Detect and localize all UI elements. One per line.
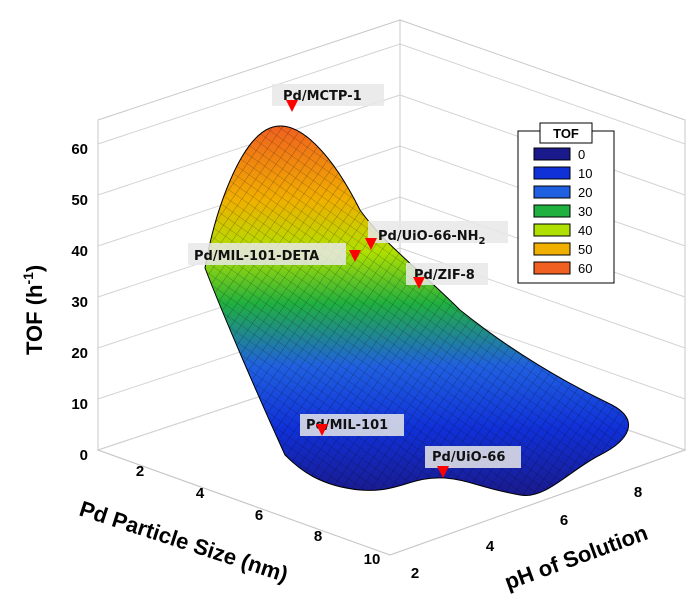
y-axis-ticks: 2 4 6 8 [411,484,642,582]
grid-line-z [97,94,401,196]
grid-line-z [97,43,401,145]
annotation-box [272,84,384,106]
legend-label: 50 [578,242,592,257]
surface [204,125,630,496]
z-tick-label: 60 [71,141,88,158]
annotation-label: Pd/ZIF-8 [414,268,475,283]
z-tick-label: 0 [80,447,88,464]
legend-label: 10 [578,166,592,181]
annotation-label: Pd/MCTP-1 [283,89,362,104]
annotation-marker [316,424,328,436]
annotation-label: Pd/UiO-66-NH2 [378,229,486,247]
x-tick-label: 8 [314,528,322,545]
z-tick-label: 20 [71,345,88,362]
y-tick-label: 6 [560,512,568,529]
z-tick-label: 50 [71,192,88,209]
legend: TOF 0 10 20 30 40 50 60 [517,122,615,284]
legend-swatch [533,185,571,199]
legend-swatch [533,242,571,256]
z-axis-title: TOF (h-1) [20,265,47,355]
x-tick-label: 6 [255,507,263,524]
z-tick-label: 40 [71,243,88,260]
y-tick-label: 8 [634,484,642,501]
box-edges [97,449,686,556]
annotation-box [406,263,488,285]
surface-mesh [205,126,629,496]
legend-title-box [539,122,593,144]
annotation-box [300,414,404,436]
legend-label: 20 [578,185,592,200]
annotation-label: Pd/MIL-101-DETA [194,249,319,264]
legend-swatch [533,166,571,180]
legend-label: 40 [578,223,592,238]
z-tick-label: 10 [71,396,88,413]
legend-label: 0 [578,147,585,162]
grid-line-z [399,43,686,145]
legend-swatch [533,223,571,237]
x-tick-label: 2 [136,463,144,480]
y-tick-label: 4 [486,538,495,555]
annotation-box [188,243,346,265]
y-axis-title: pH of Solution [501,520,651,595]
legend-swatch [533,147,571,161]
annotation-label: Pd/MIL-101 [306,418,388,433]
legend-label: 30 [578,204,592,219]
legend-title: TOF [553,126,579,141]
annotation-box [368,221,508,243]
y-tick-label: 2 [411,565,419,582]
z-tick-label: 30 [71,294,88,311]
legend-swatch [533,261,571,275]
x-tick-label: 4 [196,485,205,502]
x-tick-label: 10 [364,551,381,568]
annotation-marker [286,100,298,112]
annotation-marker [365,238,377,250]
legend-swatch [533,204,571,218]
annotation-box [425,446,521,468]
edge-front-right [389,449,686,556]
annotation-marker [349,250,361,262]
annotation-marker [437,466,449,478]
edge-front-left [97,449,391,556]
annotation-marker [413,277,425,289]
z-axis-ticks: 0 10 20 30 40 50 60 [71,141,88,464]
annotation-label: Pd/UiO-66 [432,450,505,465]
x-axis-ticks: 2 4 6 8 10 [136,463,381,568]
annotations: Pd/MCTP-1 Pd/UiO-66-NH2 Pd/MIL-101-DETA Pd/… [188,84,521,478]
legend-label: 60 [578,261,592,276]
